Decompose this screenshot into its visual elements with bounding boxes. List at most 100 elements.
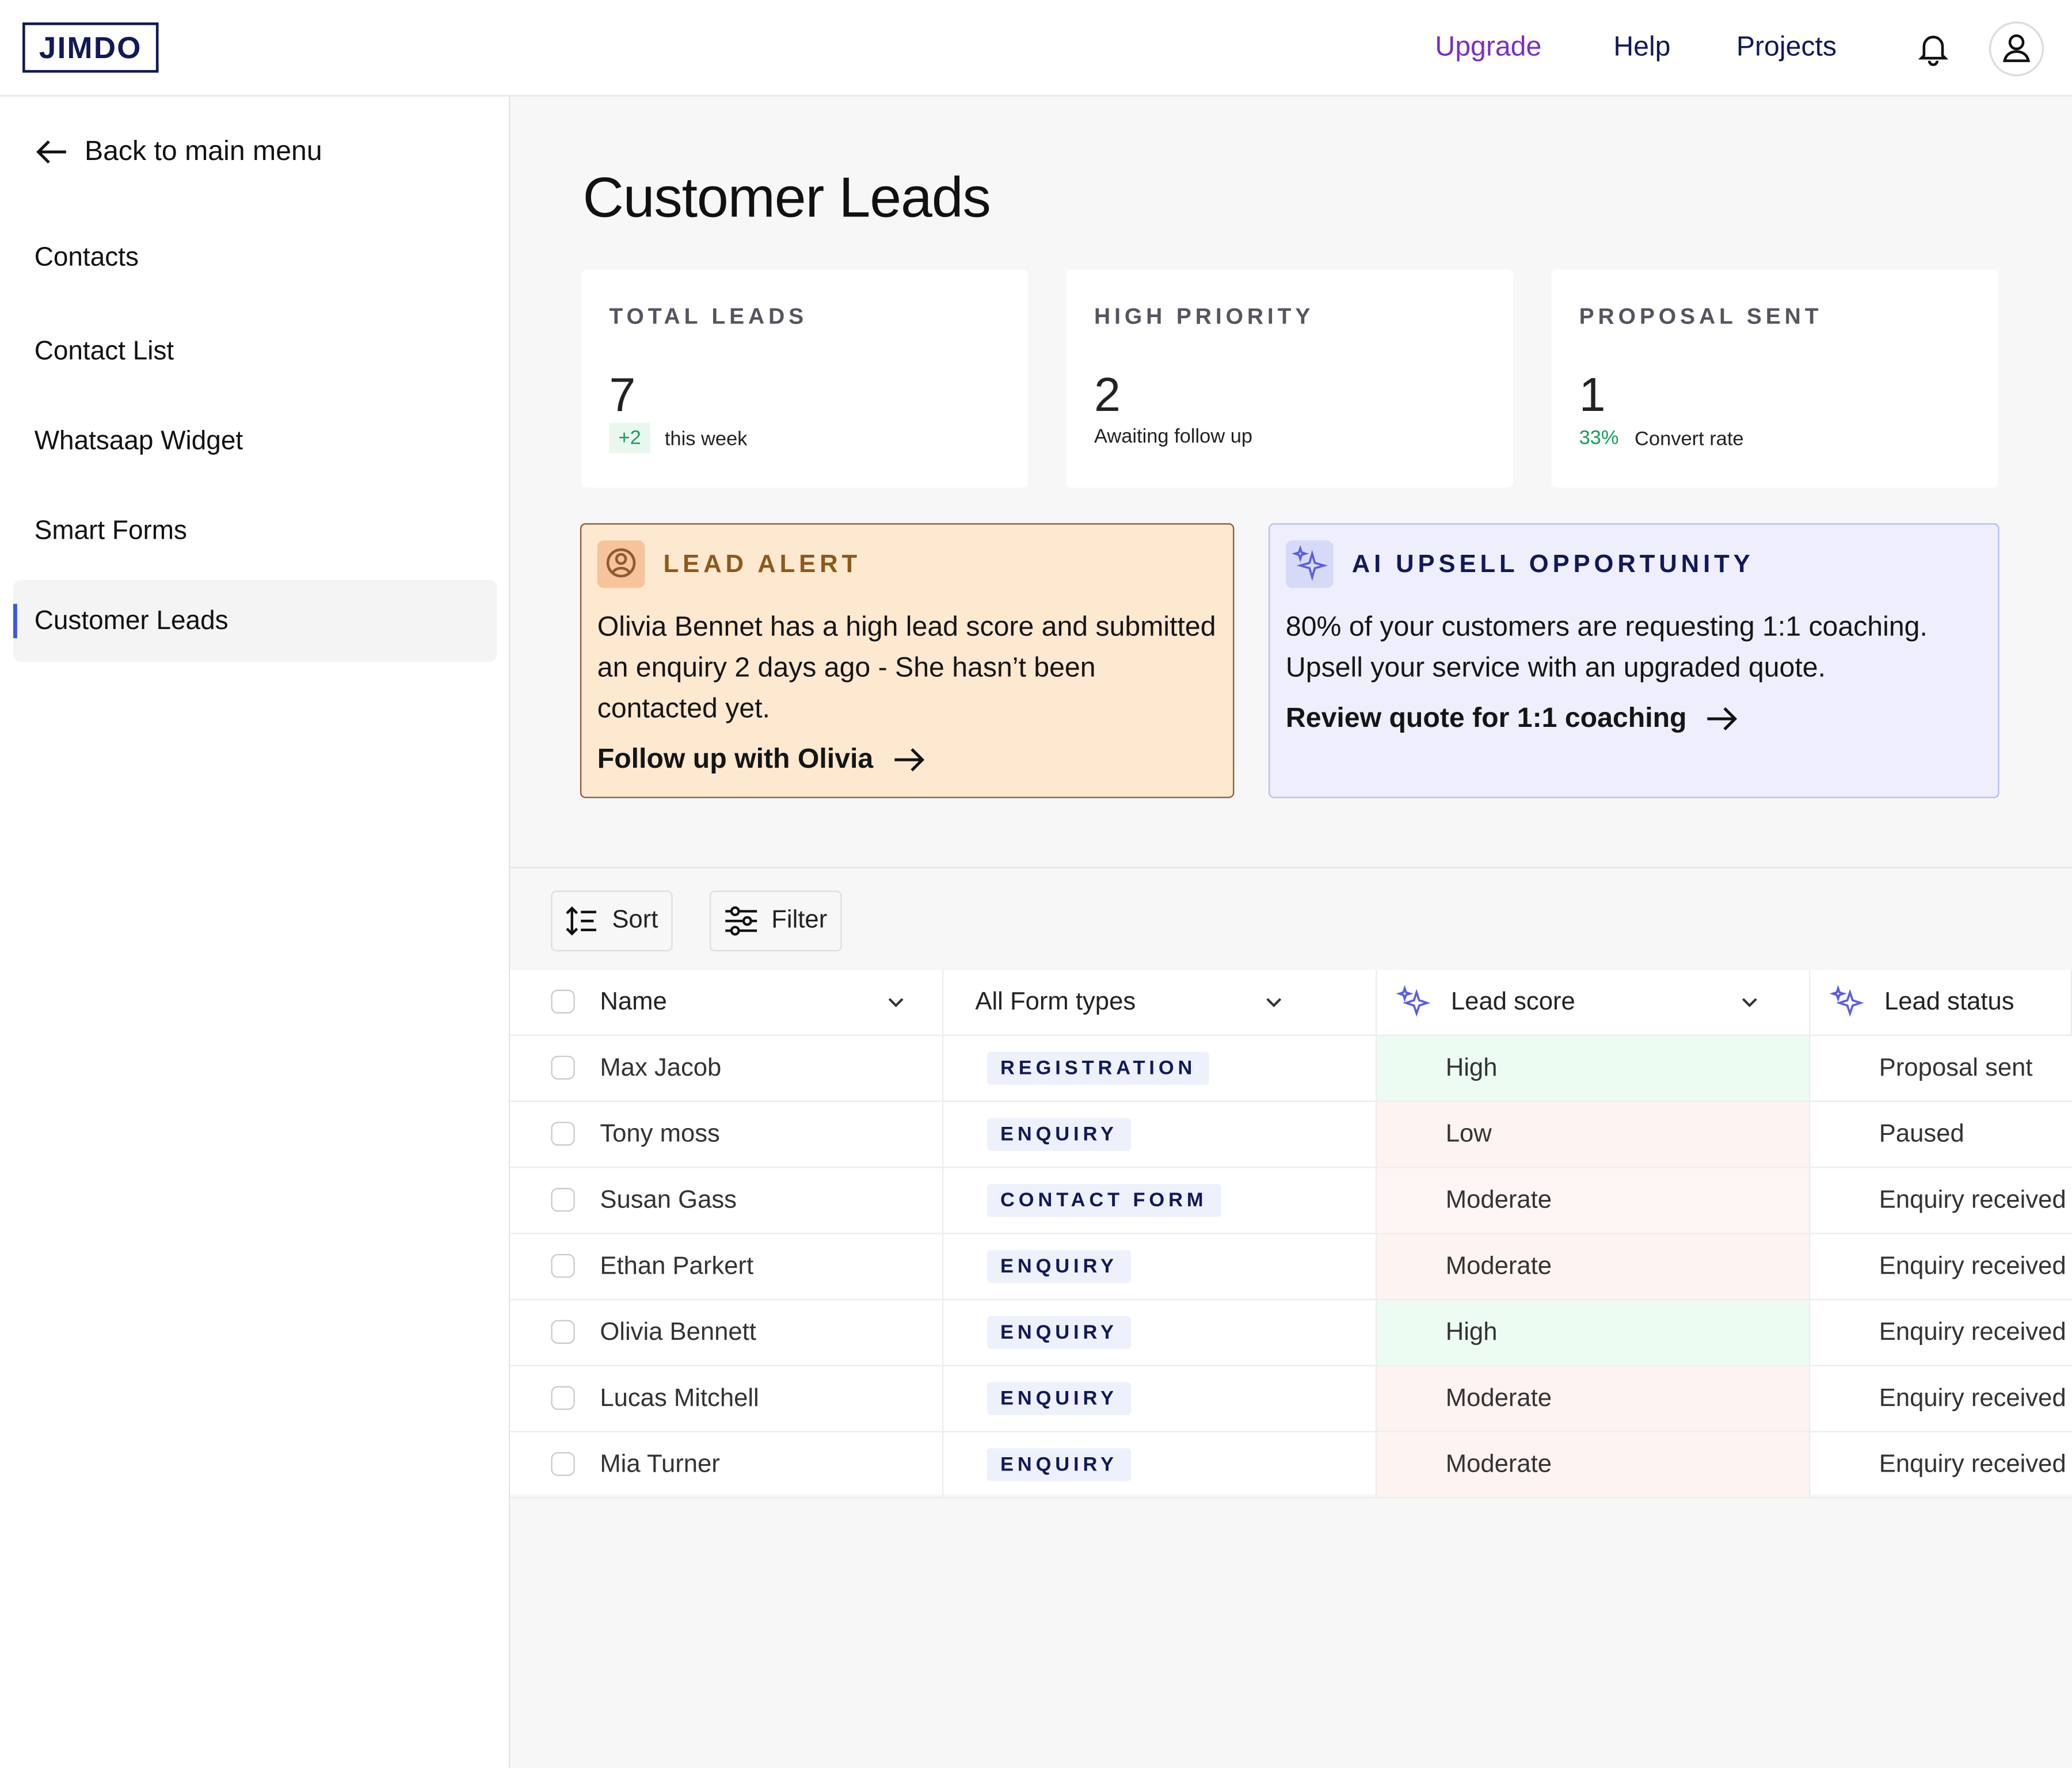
checkbox[interactable] [551, 989, 575, 1013]
table-row[interactable]: Mia Turner ENQUIRY Moderate Enquiry receive… [510, 1432, 2072, 1499]
lead-status: Enquiry received [1879, 1186, 2066, 1214]
lead-score-cell: Moderate [1377, 1432, 1811, 1498]
back-link[interactable]: Back to main menu [84, 136, 322, 167]
stat-note: this week [664, 428, 748, 451]
menu-item[interactable]: Contacts [34, 243, 139, 272]
header-label[interactable]: Lead score [1450, 988, 1575, 1016]
header-label[interactable]: Lead status [1884, 988, 2014, 1016]
form-type-cell: REGISTRATION [943, 1036, 1377, 1101]
lead-name: Ethan Parkert [600, 1252, 754, 1280]
checkbox[interactable] [551, 1122, 575, 1146]
menu-item[interactable]: Customer Leads [34, 606, 228, 636]
column-header[interactable]: Name [510, 970, 944, 1035]
form-type-cell: ENQUIRY [943, 1300, 1377, 1365]
form-type-cell: ENQUIRY [943, 1366, 1377, 1431]
table-row[interactable]: Lucas Mitchell ENQUIRY Moderate Enquiry rec… [510, 1366, 2072, 1432]
lead-score: Low [1445, 1119, 1492, 1148]
alert-title: LEAD ALERT [663, 551, 862, 579]
name-cell: Tony moss [510, 1102, 944, 1167]
form-type-cell: ENQUIRY [943, 1432, 1377, 1498]
form-type-tag: ENQUIRY [987, 1316, 1131, 1350]
sidebar: Back to main menu Contacts Contact List … [0, 96, 511, 1768]
table-row[interactable]: Max Jacob REGISTRATION High Proposal sent [510, 1036, 2072, 1102]
name-cell: Olivia Bennett [510, 1300, 944, 1365]
lead-name: Tony moss [600, 1119, 720, 1148]
lead-name: Olivia Bennett [600, 1318, 756, 1346]
lead-alert: LEAD ALERT Olivia Bennet has a high lead… [580, 523, 1235, 798]
alert-link-text[interactable]: Follow up with Olivia [597, 744, 874, 775]
table-row[interactable]: Olivia Bennett ENQUIRY High Enquiry receive… [510, 1300, 2072, 1366]
lead-status-cell: Enquiry received [1810, 1366, 2072, 1431]
nav-link[interactable]: Help [1613, 32, 1671, 62]
table-row[interactable]: Tony moss ENQUIRY Low Paused [510, 1102, 2072, 1168]
stat-card: HIGH PRIORITY 2 Awaiting follow up [1066, 269, 1513, 488]
active-indicator [13, 604, 17, 638]
alert-icon [1285, 540, 1334, 588]
column-header[interactable]: Lead score [1377, 970, 1811, 1035]
lead-score-cell: High [1377, 1300, 1811, 1365]
alert-icon [597, 540, 645, 588]
divider [510, 867, 2072, 868]
stat-label: TOTAL LEADS [609, 304, 808, 329]
menu-item[interactable]: Contact List [34, 337, 174, 366]
checkbox[interactable] [551, 1253, 575, 1278]
header: JIMDO Upgrade Help Projects [0, 0, 2072, 97]
lead-status-cell: Enquiry received [1810, 1234, 2072, 1299]
lead-status-cell: Enquiry received [1810, 1432, 2072, 1498]
stat-badge: 33% [1579, 426, 1619, 449]
alert-link[interactable]: Review quote for 1:1 coaching [1286, 703, 1739, 734]
stat-value: 1 [1579, 367, 1606, 422]
chevron[interactable] [1264, 996, 1283, 1009]
nav-link[interactable]: Upgrade [1435, 32, 1542, 62]
checkbox[interactable] [551, 1320, 575, 1344]
checkbox[interactable] [551, 1056, 575, 1080]
form-type-cell: CONTACT FORM [943, 1168, 1377, 1233]
name-cell: Mia Turner [510, 1432, 944, 1498]
button-label[interactable]: Sort [612, 906, 658, 935]
lead-score-cell: Low [1377, 1102, 1811, 1167]
header-label[interactable]: Name [600, 988, 667, 1016]
checkbox[interactable] [551, 1452, 575, 1476]
filter-button[interactable]: Filter [709, 890, 842, 952]
checkbox[interactable] [551, 1386, 575, 1410]
column-header[interactable]: All Form types [943, 970, 1377, 1035]
stat-label: HIGH PRIORITY [1094, 304, 1315, 329]
table-row[interactable]: Ethan Parkert ENQUIRY Moderate Enquiry rece… [510, 1234, 2072, 1301]
lead-status: Enquiry received [1879, 1450, 2066, 1478]
column-header[interactable]: Lead status [1810, 970, 2072, 1035]
ai-icon [1829, 984, 1866, 1020]
menu-item[interactable]: Smart Forms [34, 516, 188, 546]
table-header-row: Name All Form types Lead score Lead status [510, 970, 2072, 1037]
chevron[interactable] [1740, 996, 1759, 1009]
lead-score-cell: High [1377, 1036, 1811, 1101]
nav-link[interactable]: Projects [1736, 32, 1837, 62]
logo[interactable]: JIMDO [22, 22, 159, 73]
chevron[interactable] [887, 996, 905, 1009]
alert-link[interactable]: Follow up with Olivia [597, 744, 926, 776]
back-arrow [36, 140, 66, 164]
stat-value: 2 [1094, 367, 1121, 422]
checkbox[interactable] [551, 1188, 575, 1212]
name-cell: Susan Gass [510, 1168, 944, 1233]
ai-icon [1395, 984, 1432, 1020]
menu-item[interactable]: Whatsaap Widget [34, 426, 243, 456]
stat-note: Convert rate [1635, 428, 1744, 451]
avatar[interactable] [1989, 21, 2044, 77]
lead-score: High [1445, 1318, 1498, 1346]
lead-score-cell: Moderate [1377, 1234, 1811, 1299]
button-label[interactable]: Filter [771, 906, 828, 935]
stat-note: Awaiting follow up [1094, 425, 1253, 448]
header-label[interactable]: All Form types [975, 988, 1136, 1016]
lead-status-cell: Enquiry received [1810, 1300, 2072, 1365]
alert-link-text[interactable]: Review quote for 1:1 coaching [1285, 703, 1687, 734]
alert-body: 80% of your customers are requesting 1:1… [1285, 612, 1928, 683]
lead-name: Max Jacob [600, 1053, 722, 1082]
stat-value: 7 [609, 367, 636, 422]
lead-status: Paused [1879, 1119, 1964, 1148]
form-type-tag: ENQUIRY [987, 1448, 1131, 1481]
sort-button[interactable]: Sort [551, 890, 673, 952]
bell-icon[interactable] [1917, 32, 1949, 66]
lead-status-cell: Paused [1810, 1102, 2072, 1167]
table-row[interactable]: Susan Gass CONTACT FORM Moderate Enquiry re… [510, 1168, 2072, 1234]
